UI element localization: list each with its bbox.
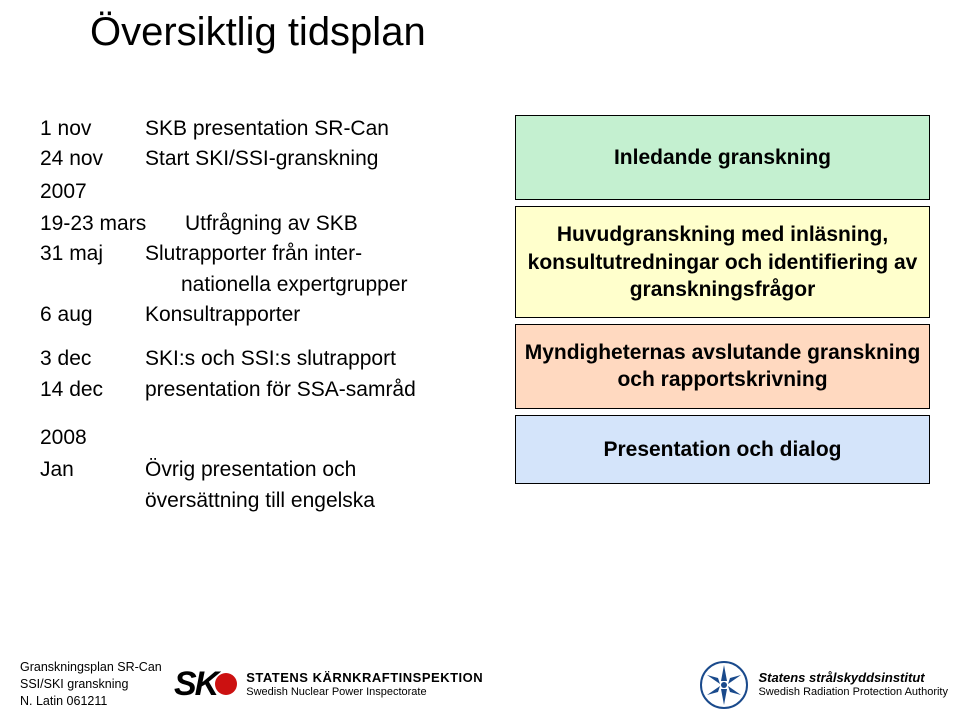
ski-sub: Swedish Nuclear Power Inspectorate xyxy=(246,686,483,699)
footer-line: N. Latin 061211 xyxy=(20,693,170,710)
year-label: 2008 xyxy=(40,424,500,452)
date: 19-23 mars xyxy=(40,210,185,238)
page-title: Översiktlig tidsplan xyxy=(0,0,960,55)
date: 31 maj xyxy=(40,240,145,268)
phase-box-1: Inledande granskning xyxy=(515,115,930,200)
ski-logo-icon: SK xyxy=(174,665,237,704)
desc: SKI:s och SSI:s slutrapport xyxy=(145,345,500,373)
desc: Utfrågning av SKB xyxy=(185,210,500,238)
date: 24 nov xyxy=(40,145,145,173)
phase-column: Inledande granskning Huvudgranskning med… xyxy=(500,115,930,517)
phase-box-2: Huvudgranskning med inläsning, konsultut… xyxy=(515,206,930,318)
ssi-text: Statens strålskyddsinstitut Swedish Radi… xyxy=(758,670,948,699)
date: 1 nov xyxy=(40,115,145,143)
desc: nationella expertgrupper xyxy=(145,271,500,299)
schedule-row: Jan Övrig presentation och xyxy=(40,456,500,484)
date: 3 dec xyxy=(40,345,145,373)
ski-logo-block: SK STATENS KÄRNKRAFTINSPEKTION Swedish N… xyxy=(174,665,483,704)
ssi-logo-icon xyxy=(700,661,748,709)
phase-box-3: Myndigheternas avslutande granskning och… xyxy=(515,324,930,409)
schedule-row: nationella expertgrupper xyxy=(40,271,500,299)
schedule-row: 19-23 mars Utfrågning av SKB xyxy=(40,210,500,238)
date: 14 dec xyxy=(40,376,145,404)
schedule-row: 3 dec SKI:s och SSI:s slutrapport xyxy=(40,345,500,373)
desc: Start SKI/SSI-granskning xyxy=(145,145,500,173)
ski-logo-text: SK xyxy=(174,665,217,703)
footer-line: Granskningsplan SR-Can xyxy=(20,659,170,676)
schedule-row: 1 nov SKB presentation SR-Can xyxy=(40,115,500,143)
schedule-row: översättning till engelska xyxy=(40,487,500,515)
footer: Granskningsplan SR-Can SSI/SKI gransknin… xyxy=(0,659,960,710)
schedule-row: 31 maj Slutrapporter från inter- xyxy=(40,240,500,268)
desc: översättning till engelska xyxy=(145,487,500,515)
schedule-row: 24 nov Start SKI/SSI-granskning xyxy=(40,145,500,173)
schedule-row: 14 dec presentation för SSA-samråd xyxy=(40,376,500,404)
desc: SKB presentation SR-Can xyxy=(145,115,500,143)
desc: presentation för SSA-samråd xyxy=(145,376,500,404)
date xyxy=(40,271,145,299)
desc: Konsultrapporter xyxy=(145,301,500,329)
schedule-list: 1 nov SKB presentation SR-Can 24 nov Sta… xyxy=(40,115,500,515)
ssi-name: Statens strålskyddsinstitut xyxy=(758,670,948,686)
phase-box-4: Presentation och dialog xyxy=(515,415,930,484)
date: Jan xyxy=(40,456,145,484)
footer-line: SSI/SKI granskning xyxy=(20,676,170,693)
ski-name: STATENS KÄRNKRAFTINSPEKTION xyxy=(246,671,483,686)
desc: Övrig presentation och xyxy=(145,456,500,484)
footer-meta: Granskningsplan SR-Can SSI/SKI gransknin… xyxy=(20,659,170,710)
ski-red-dot-icon xyxy=(215,673,237,695)
date: 6 aug xyxy=(40,301,145,329)
ssi-sub: Swedish Radiation Protection Authority xyxy=(758,686,948,699)
year-label: 2007 xyxy=(40,178,500,206)
schedule-row: 6 aug Konsultrapporter xyxy=(40,301,500,329)
schedule-column: 1 nov SKB presentation SR-Can 24 nov Sta… xyxy=(40,115,500,517)
content-area: 1 nov SKB presentation SR-Can 24 nov Sta… xyxy=(0,55,960,517)
desc: Slutrapporter från inter- xyxy=(145,240,500,268)
ski-text: STATENS KÄRNKRAFTINSPEKTION Swedish Nucl… xyxy=(246,671,483,699)
logos: SK STATENS KÄRNKRAFTINSPEKTION Swedish N… xyxy=(170,661,948,709)
date xyxy=(40,487,145,515)
ssi-logo-block: Statens strålskyddsinstitut Swedish Radi… xyxy=(700,661,948,709)
